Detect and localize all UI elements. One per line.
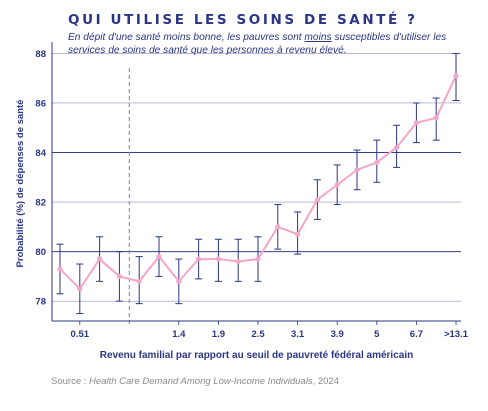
- chart-title: QUI UTILISE LES SOINS DE SANTÉ ?: [68, 12, 418, 28]
- data-point: [295, 231, 301, 237]
- source-prefix: Source :: [51, 376, 90, 387]
- x-tick-label: 3.9: [331, 329, 344, 340]
- data-point: [235, 258, 241, 265]
- x-tick-label: 2.5: [251, 329, 265, 340]
- data-point: [275, 224, 281, 230]
- x-tick-label: 0.51: [71, 329, 90, 340]
- y-axis-label: Probabilité (%) de dépenses de santé: [15, 100, 26, 268]
- x-tick-label: 5: [374, 329, 380, 340]
- data-point: [394, 144, 400, 151]
- y-tick-labels: 78 80 82 84 86 88: [35, 49, 46, 308]
- gridlines: [52, 53, 461, 302]
- data-point: [354, 167, 360, 173]
- source-suffix: , 2024: [312, 376, 339, 387]
- y-tick-label: 86: [35, 98, 46, 109]
- chart-subtitle: En dépit d'une santé moins bonne, les pa…: [68, 32, 468, 57]
- x-tick-label: 1.4: [172, 329, 186, 340]
- data-point: [374, 159, 380, 166]
- data-point: [255, 256, 261, 262]
- x-tick-label: >13.1: [444, 329, 469, 340]
- data-point: [136, 278, 142, 284]
- source-note: Source : Health Care Demand Among Low-In…: [51, 376, 339, 387]
- data-point: [116, 273, 122, 280]
- axes: [51, 42, 461, 322]
- subtitle-emphasis: moins: [304, 32, 332, 43]
- data-point: [196, 256, 202, 262]
- data-point: [176, 278, 182, 284]
- source-title: Health Care Demand Among Low-Income Indi…: [89, 376, 313, 387]
- y-tick-label: 80: [35, 247, 46, 258]
- x-tick-label: 6.7: [410, 329, 423, 340]
- data-point: [334, 182, 340, 188]
- data-point: [215, 256, 221, 262]
- x-tick-labels: 0.51 1.4 1.9 2.5 3.1 3.9 5 6.7 >13.1: [71, 321, 469, 340]
- data-point: [156, 253, 162, 260]
- data-point: [453, 73, 459, 79]
- data-point: [77, 286, 83, 292]
- subtitle-after: susceptibles d'utiliser les services de …: [68, 32, 447, 56]
- data-markers: [57, 73, 459, 292]
- y-tick-label: 84: [35, 148, 46, 159]
- x-tick-label: 3.1: [291, 329, 305, 340]
- subtitle-before: En dépit d'une santé moins bonne, les pa…: [68, 32, 305, 43]
- data-point: [314, 197, 320, 203]
- y-tick-label: 78: [35, 297, 46, 308]
- y-tick-label: 88: [35, 49, 46, 60]
- data-point: [97, 256, 103, 262]
- x-tick-label: 1.9: [212, 329, 225, 340]
- data-point: [57, 266, 63, 272]
- x-axis-label: Revenu familial par rapport au seuil de …: [100, 350, 413, 361]
- data-point: [433, 115, 439, 121]
- line-chart: 78 80 82 84 86 88 0.51 1.4 1.9 2.5 3.1 3.9 5 6.7 >13.…: [15, 42, 469, 361]
- y-tick-label: 82: [35, 198, 46, 209]
- data-point: [413, 120, 419, 126]
